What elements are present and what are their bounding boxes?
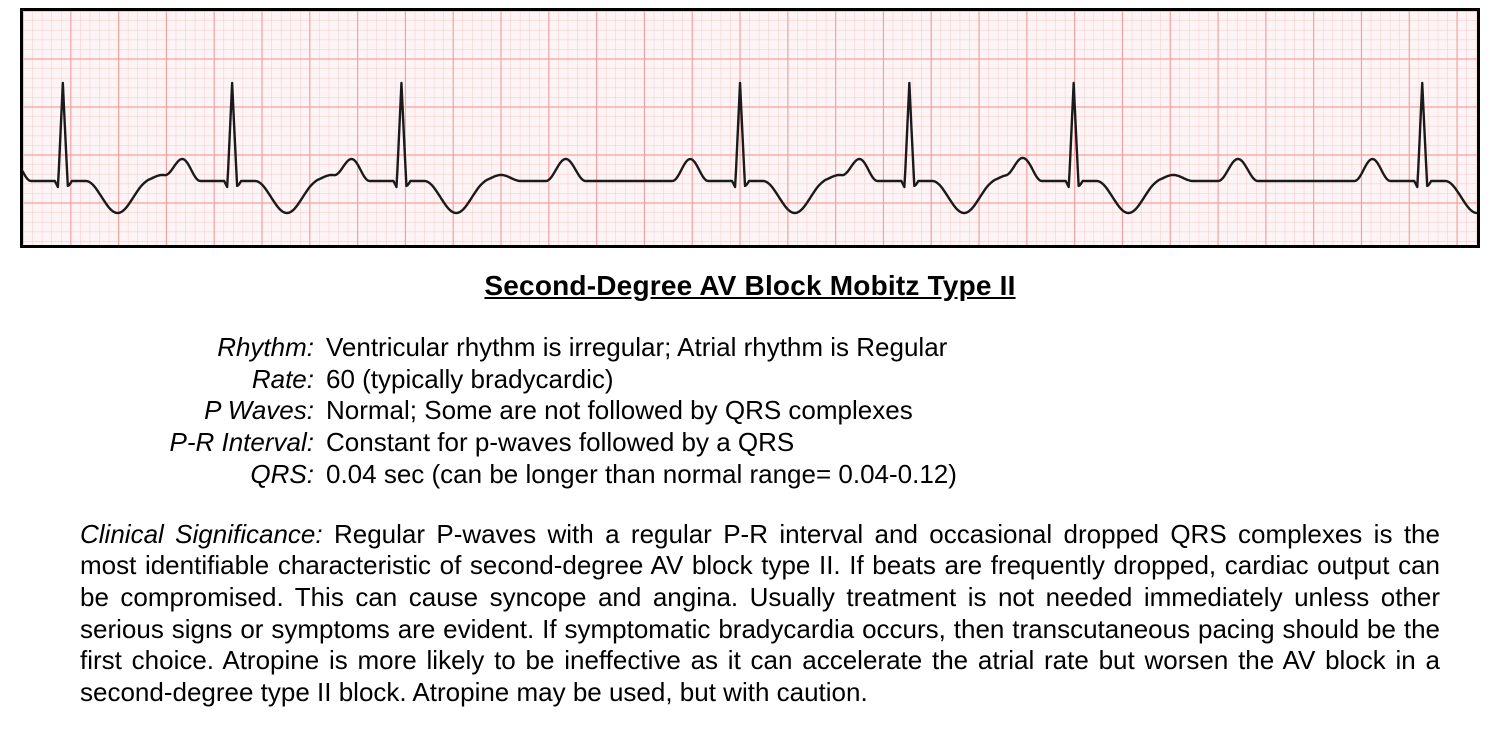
param-label: P Waves: bbox=[100, 395, 320, 427]
param-value: 0.04 sec (can be longer than normal rang… bbox=[320, 459, 957, 491]
param-label: Rate: bbox=[100, 364, 320, 396]
param-value: Normal; Some are not followed by QRS com… bbox=[320, 395, 913, 427]
parameter-block: Rhythm: Ventricular rhythm is irregular;… bbox=[100, 332, 1480, 491]
param-label: QRS: bbox=[100, 459, 320, 491]
clinical-label: Clinical Significance: bbox=[80, 519, 323, 549]
param-row-qrs: QRS: 0.04 sec (can be longer than normal… bbox=[100, 459, 1480, 491]
ecg-strip bbox=[20, 8, 1480, 248]
param-label: Rhythm: bbox=[100, 332, 320, 364]
param-value: 60 (typically bradycardic) bbox=[320, 364, 614, 396]
page-root: Second-Degree AV Block Mobitz Type II Rh… bbox=[0, 0, 1500, 756]
param-value: Ventricular rhythm is irregular; Atrial … bbox=[320, 332, 947, 364]
param-value: Constant for p-waves followed by a QRS bbox=[320, 427, 794, 459]
diagnosis-title: Second-Degree AV Block Mobitz Type II bbox=[20, 270, 1480, 302]
clinical-significance: Clinical Significance: Regular P-waves w… bbox=[80, 519, 1440, 709]
ecg-svg bbox=[23, 11, 1477, 245]
param-label: P-R Interval: bbox=[100, 427, 320, 459]
param-row-pr: P-R Interval: Constant for p-waves follo… bbox=[100, 427, 1480, 459]
param-row-rhythm: Rhythm: Ventricular rhythm is irregular;… bbox=[100, 332, 1480, 364]
param-row-rate: Rate: 60 (typically bradycardic) bbox=[100, 364, 1480, 396]
param-row-pwaves: P Waves: Normal; Some are not followed b… bbox=[100, 395, 1480, 427]
